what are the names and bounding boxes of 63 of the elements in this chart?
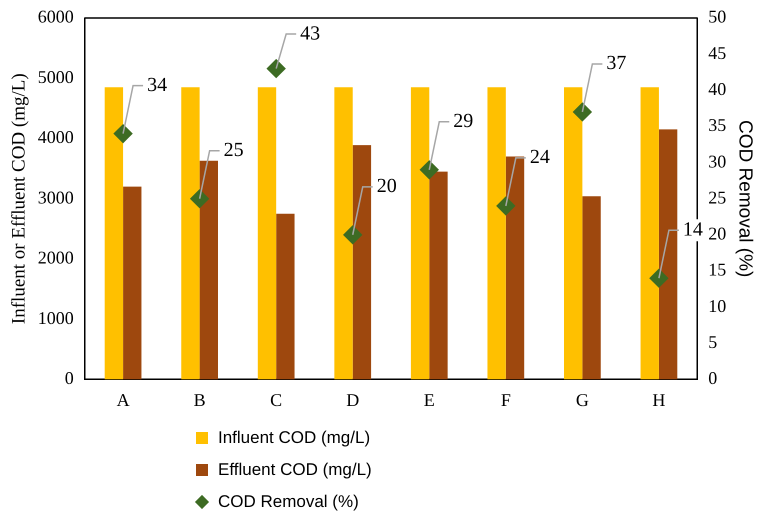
data-label: 43 <box>300 22 320 44</box>
x-tick-label: A <box>116 390 130 410</box>
bar <box>582 196 601 380</box>
y-tick-label: 5000 <box>38 66 74 87</box>
y-tick-label: 6000 <box>38 6 74 27</box>
y-tick-label: 2000 <box>38 248 74 268</box>
data-label: 29 <box>453 110 474 132</box>
x-tick-label: C <box>270 390 282 410</box>
bar <box>658 129 678 380</box>
data-label: 25 <box>224 138 244 161</box>
data-label: 37 <box>606 52 626 74</box>
data-label: 34 <box>147 74 168 96</box>
bar <box>181 87 200 380</box>
y-tick-label: 1000 <box>38 308 74 328</box>
point <box>649 268 668 288</box>
y2-tick-label: 50 <box>708 6 726 27</box>
bar <box>640 87 659 380</box>
y-axis-title: Influent or Effluent COD (mg/L) <box>8 73 30 324</box>
bar <box>352 145 372 380</box>
y2-tick-label: 20 <box>708 224 726 244</box>
point <box>572 102 592 122</box>
y-tick-label: 3000 <box>38 187 74 208</box>
y2-tick-label: 40 <box>708 79 726 100</box>
point <box>266 59 286 78</box>
x-tick-label: D <box>346 390 360 410</box>
bar <box>410 87 430 380</box>
y2-tick-label: 0 <box>708 368 718 388</box>
bar <box>506 156 524 380</box>
y2-tick-label: 45 <box>708 42 726 63</box>
y2-tick-label: 30 <box>708 151 726 172</box>
x-tick-label: H <box>652 390 666 410</box>
data-label: 14 <box>682 218 703 240</box>
x-tick-label: F <box>500 390 511 410</box>
point <box>190 189 210 208</box>
bar <box>200 160 218 380</box>
legend-label: Influent COD (mg/L) <box>218 428 370 448</box>
data-label: 20 <box>376 175 397 198</box>
point <box>114 124 133 144</box>
bar <box>258 87 276 380</box>
bar <box>334 87 353 380</box>
y2-tick-label: 15 <box>708 260 726 280</box>
point <box>496 196 516 216</box>
x-tick-label: G <box>576 390 589 410</box>
y-tick-label: 4000 <box>38 127 74 148</box>
x-tick-label: B <box>194 390 206 410</box>
y2-tick-label: 5 <box>708 332 718 352</box>
bar <box>487 87 506 380</box>
data-label: 24 <box>530 146 550 168</box>
y2-tick-label: 25 <box>708 187 726 208</box>
bar <box>123 186 142 380</box>
legend-label: Effluent COD (mg/L) <box>218 460 372 480</box>
point <box>343 225 362 244</box>
bar <box>564 87 582 380</box>
y2-axis-title: COD Removal (%) <box>734 120 756 278</box>
legend-label: COD Removal (%) <box>218 492 359 512</box>
point <box>420 160 439 180</box>
bar <box>429 172 448 380</box>
bar <box>104 87 124 380</box>
x-tick-label: E <box>424 390 435 410</box>
y-tick-label: 0 <box>64 368 74 388</box>
y2-tick-label: 35 <box>708 115 726 136</box>
bar <box>276 214 295 380</box>
y2-tick-label: 10 <box>708 296 726 316</box>
